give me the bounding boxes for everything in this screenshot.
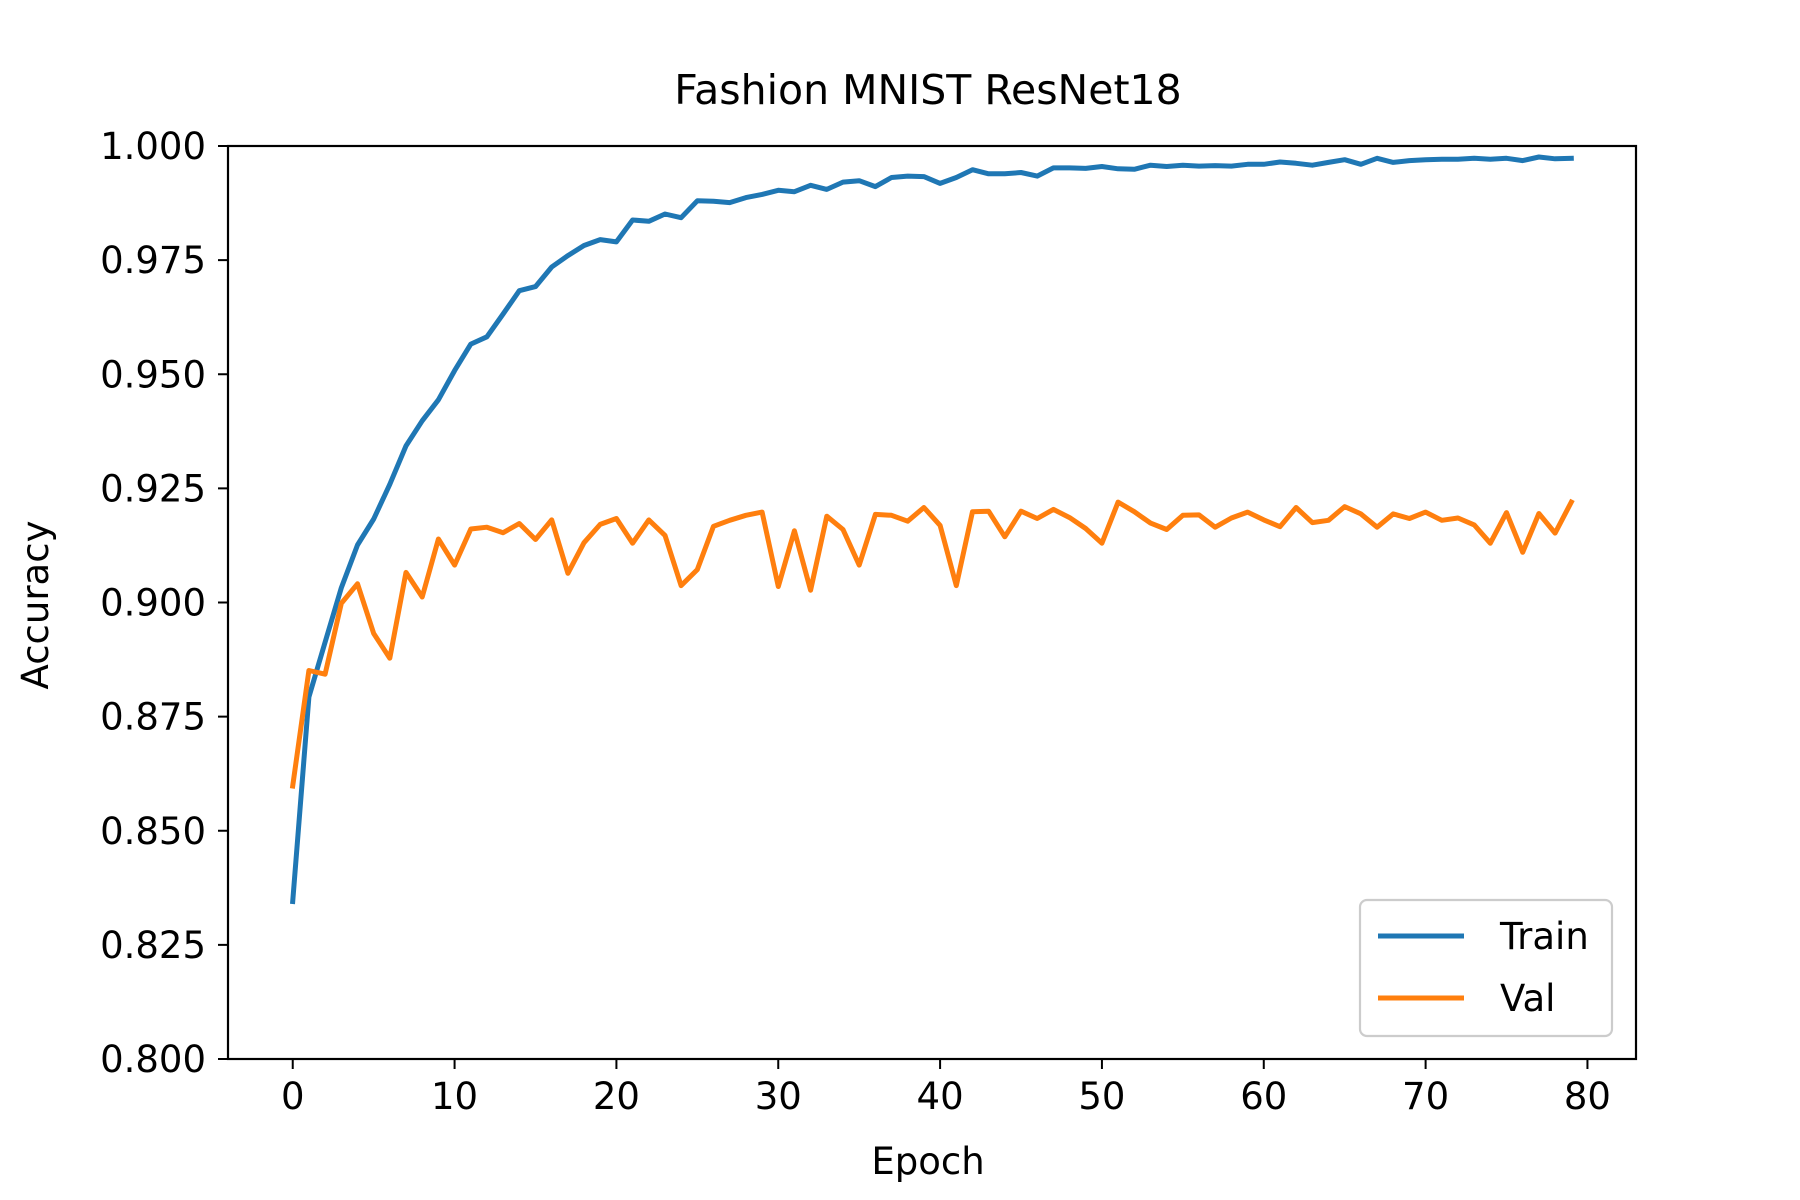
y-tick-label: 0.800: [100, 1038, 206, 1081]
chart-title: Fashion MNIST ResNet18: [674, 66, 1181, 114]
x-tick-label: 40: [917, 1075, 964, 1118]
y-axis-label: Accuracy: [14, 521, 57, 690]
legend: Train Val: [1358, 898, 1614, 1038]
series-layer: [289, 154, 1575, 905]
y-tick-label: 0.875: [100, 696, 206, 739]
y-tick-label: 0.900: [100, 582, 206, 625]
y-tick-label: 0.850: [100, 810, 206, 853]
series-line-train: [290, 154, 1574, 905]
x-axis-label: Epoch: [871, 1140, 984, 1183]
y-tick-label: 0.825: [100, 924, 206, 967]
x-tick-label: 70: [1402, 1075, 1449, 1118]
y-tick-label: 0.925: [100, 467, 206, 510]
y-tick-label: 1.000: [100, 125, 206, 168]
legend-label-train: Train: [1499, 915, 1589, 958]
x-tick-label: 20: [593, 1075, 640, 1118]
series-line-val: [289, 498, 1575, 789]
x-tick-label: 80: [1564, 1075, 1611, 1118]
x-tick-label: 0: [281, 1075, 305, 1118]
y-tick-label: 0.975: [100, 239, 206, 282]
x-tick-label: 60: [1240, 1075, 1287, 1118]
x-tick-label: 10: [431, 1075, 478, 1118]
x-tick-label: 30: [755, 1075, 802, 1118]
y-axis: 0.800 0.825 0.850 0.875 0.900 0.925 0.950 0.975…: [100, 125, 228, 1081]
x-axis: 0 10 20 30 40 50 60 70 80: [281, 1059, 1611, 1118]
x-tick-label: 50: [1078, 1075, 1125, 1118]
legend-label-val: Val: [1500, 977, 1555, 1020]
y-tick-label: 0.950: [100, 353, 206, 396]
